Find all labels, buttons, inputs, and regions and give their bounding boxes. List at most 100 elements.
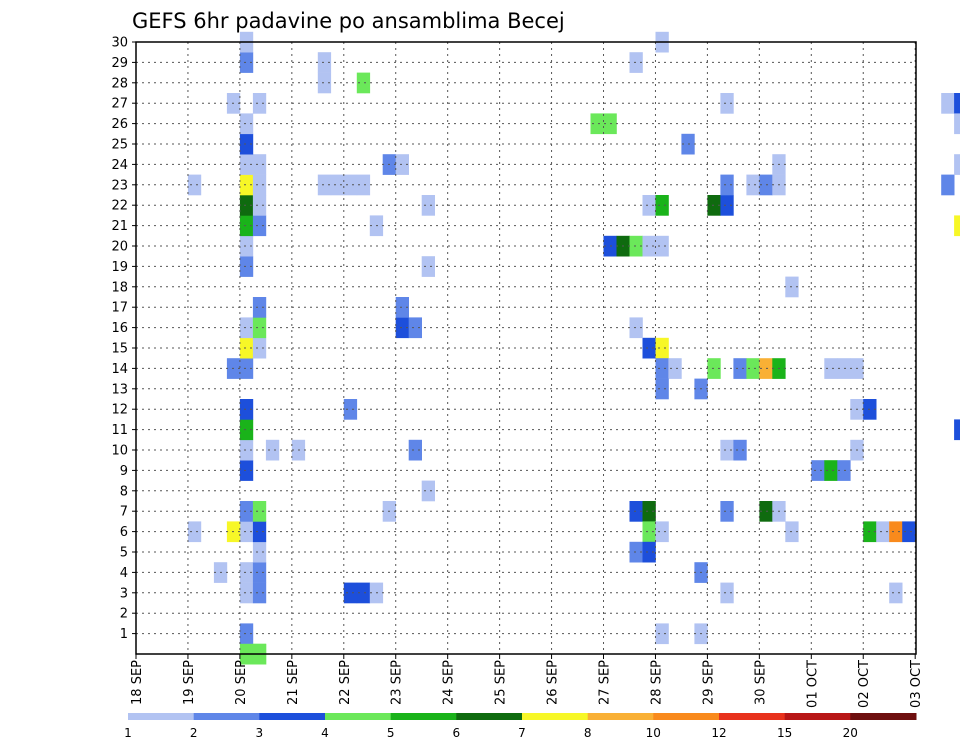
precip-cell [343,399,358,420]
precip-cell [252,541,267,563]
legend-swatch [390,713,457,720]
precip-cell [252,562,267,583]
precip-cell [655,521,669,543]
precip-cell [395,154,409,175]
precip-cell [187,174,202,196]
color-legend: 1 2 3 4 5 6 7 8 10 12 15 20 [124,713,917,740]
precip-cell [408,439,422,461]
precip-cell [954,93,960,114]
precip-cell [239,439,254,461]
x-tick-label: 26 SEP [546,660,561,705]
y-tick-label: 9 [120,464,128,479]
precip-cell [239,256,254,277]
precip-cell [356,72,371,94]
y-tick-label: 24 [111,158,128,173]
x-tick-label: 28 SEP [650,660,665,705]
legend-swatch [259,713,326,720]
x-tick-label: 21 SEP [286,660,301,705]
y-tick-label: 2 [120,607,128,622]
y-tick-label: 28 [111,76,128,91]
precip-cell [720,174,734,196]
precip-cell [941,93,955,114]
precip-cell [239,358,254,379]
y-tick-label: 27 [111,97,128,112]
precip-cell [954,215,960,237]
precip-cell [395,297,409,318]
legend-swatch [850,713,917,720]
precip-cell [239,195,254,216]
precip-cell [733,358,747,379]
y-tick-label: 4 [120,566,128,581]
precip-cell [629,235,643,257]
x-tick-label: 22 SEP [338,660,353,705]
x-tick-label: 30 SEP [753,660,768,705]
precip-cell [239,52,254,73]
precip-cell [317,72,332,94]
precip-cell [642,541,656,563]
precip-cell [252,93,267,114]
precip-cell [642,501,656,522]
x-tick-label: 19 SEP [182,660,197,705]
y-tick-label: 18 [111,280,128,295]
precip-cell [239,501,254,522]
precip-cell [954,113,960,135]
precip-cell [239,113,254,135]
precip-cell [902,521,916,543]
precip-cell [655,337,669,359]
y-tick-label: 8 [120,484,128,499]
legend-label: 8 [584,726,592,740]
precip-cell [655,235,669,257]
y-tick-label: 11 [111,423,128,438]
precip-cell [187,521,202,543]
precip-cell [668,358,682,379]
precip-cell [395,317,409,339]
legend-swatch [456,713,523,720]
precip-cell [889,582,903,604]
legend-label: 1 [124,726,132,740]
precip-cell [720,439,734,461]
precip-cell [720,195,734,216]
legend-label: 5 [387,726,395,740]
legend-label: 7 [518,726,526,740]
precip-cell [590,113,604,135]
precip-cell [408,317,422,339]
x-tick-label: 03 OCT [909,660,924,708]
y-axis-labels: 1234567891011121314151617181920212223242… [111,36,136,642]
y-tick-label: 5 [120,546,128,561]
x-tick-label: 27 SEP [598,660,613,705]
precipitation-cells [187,31,960,665]
precip-cell [811,460,825,481]
precip-cell [252,154,267,175]
legend-swatch [325,713,392,720]
precip-cell [837,460,851,481]
legend-label: 6 [452,726,460,740]
precip-cell [954,419,960,441]
y-tick-label: 16 [111,321,128,336]
y-tick-label: 20 [111,240,128,255]
precip-cell [239,419,254,441]
legend-label: 15 [777,726,792,740]
precip-cell [655,623,669,645]
precip-cell [720,93,734,114]
precip-cell [746,174,760,196]
y-tick-label: 29 [111,56,128,71]
y-tick-label: 7 [120,505,128,520]
precip-cell [239,235,254,257]
precip-cell [629,541,643,563]
precip-cell [642,521,656,543]
precip-cell [252,501,267,522]
x-tick-label: 23 SEP [390,660,405,705]
precip-cell [720,582,734,604]
x-axis-labels: 18 SEP 19 SEP 20 SEP 21 SEP 22 SEP 23 SEP 24 S… [130,654,924,708]
precip-cell [239,460,254,481]
y-tick-label: 6 [120,525,128,540]
precip-cell [252,337,267,359]
legend-swatch [653,713,720,720]
precip-cell [239,582,254,604]
precip-cell [252,215,267,237]
precip-cell [421,195,435,216]
y-tick-label: 14 [111,362,128,377]
precip-cell [655,358,669,379]
precip-cell [265,439,280,461]
